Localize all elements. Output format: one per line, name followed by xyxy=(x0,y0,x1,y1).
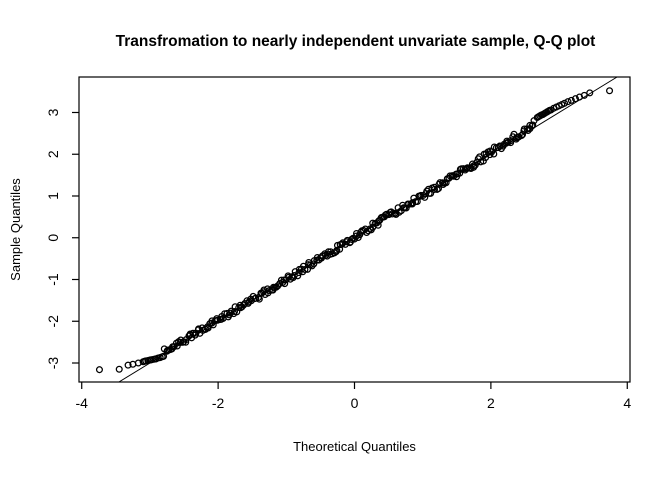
data-point xyxy=(240,301,248,309)
y-axis-label: Sample Quantiles xyxy=(8,178,23,281)
data-point xyxy=(571,95,579,103)
data-point xyxy=(606,87,614,95)
data-point xyxy=(347,235,356,243)
data-point xyxy=(204,324,212,332)
y-tick-label: 2 xyxy=(45,150,61,158)
data-point xyxy=(95,366,103,374)
x-axis-label: Theoretical Quantiles xyxy=(293,439,416,454)
data-point xyxy=(561,99,569,107)
data-point xyxy=(115,365,123,373)
y-tick-label: 1 xyxy=(45,192,61,200)
y-tick-label: 0 xyxy=(45,234,61,242)
x-tick-label: 4 xyxy=(623,395,631,411)
data-point xyxy=(391,209,399,217)
data-point xyxy=(353,232,361,240)
data-point xyxy=(564,98,572,106)
plot-area: -4 -2 0 2 4 -3 -2 -1 0 1 2 3 xyxy=(45,76,631,411)
x-tick-label: -2 xyxy=(212,395,225,411)
y-tick-label: 3 xyxy=(45,108,61,116)
x-tick-label: -4 xyxy=(76,395,89,411)
data-point xyxy=(252,294,260,302)
data-point xyxy=(586,89,594,97)
qq-reference-line xyxy=(118,76,618,383)
data-point xyxy=(456,169,464,177)
plot-box-frame xyxy=(78,76,631,383)
x-tick-label: 2 xyxy=(487,395,495,411)
data-point xyxy=(194,325,203,333)
y-tick-label: -2 xyxy=(45,315,61,328)
data-point xyxy=(567,96,575,104)
y-tick-label: -3 xyxy=(45,357,61,370)
data-point xyxy=(182,338,190,346)
x-tick-label: 0 xyxy=(351,395,359,411)
data-point xyxy=(463,165,471,173)
data-point xyxy=(430,185,439,193)
plot-title: Transfromation to nearly independent unv… xyxy=(116,33,596,50)
data-point xyxy=(134,359,142,367)
data-point xyxy=(124,361,132,369)
y-tick-label: -1 xyxy=(45,273,61,286)
data-point xyxy=(529,121,537,129)
